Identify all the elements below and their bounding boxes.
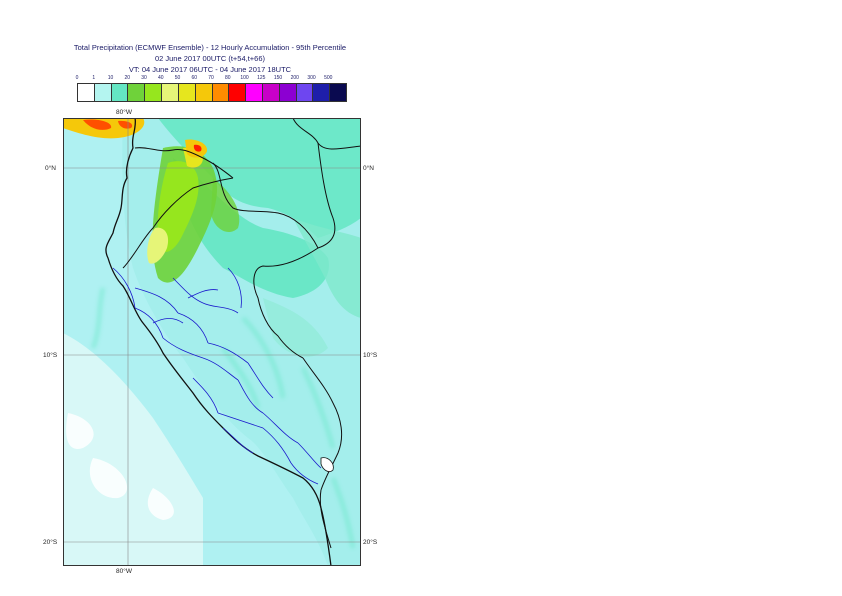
legend-swatch <box>279 84 297 101</box>
precip-teal-south <box>263 298 328 357</box>
legend-swatch <box>246 84 263 101</box>
lat-label-left-10: 10°S <box>43 352 58 359</box>
legend-tick-label: 20 <box>124 75 131 81</box>
valid-time: VT: 04 June 2017 06UTC - 04 June 2017 18… <box>128 65 292 74</box>
country-border-peru-colombia <box>212 162 319 249</box>
legend-tick-label: 80 <box>224 75 231 81</box>
base-time: 02 June 2017 00UTC (t+54,t+66) <box>154 54 266 63</box>
lake-titicaca <box>320 457 334 472</box>
country-border-bolivia-chile <box>319 489 332 549</box>
precip-red-nw <box>83 119 133 130</box>
lat-label-right-10: 10°S <box>363 352 378 359</box>
legend-tick-label: 500 <box>324 75 333 81</box>
country-border-peru-bolivia <box>302 357 343 491</box>
coastline <box>105 118 332 566</box>
precip-yellow <box>147 227 169 264</box>
legend-tick-label: 100 <box>240 75 249 81</box>
precip-lime <box>157 161 199 253</box>
precip-red-ecuador <box>193 144 202 152</box>
precip-streaks <box>91 287 355 549</box>
country-border-ecuador-colombia <box>134 147 234 179</box>
legend-tick-label: 70 <box>208 75 214 81</box>
lon-label-top: 80°W <box>116 109 132 116</box>
legend-swatch <box>111 84 129 101</box>
legend-tick-label: 50 <box>174 75 181 81</box>
legend-tick-label: 60 <box>191 75 198 81</box>
legend-swatch <box>78 84 95 101</box>
legend-tick-label: 300 <box>307 75 316 81</box>
legend-colorbar <box>77 83 347 102</box>
legend-tick-label: 0 <box>75 75 79 81</box>
precip-green-2 <box>211 178 240 233</box>
precipitation-map <box>63 118 361 566</box>
chart-title: Total Precipitation (ECMWF Ensemble) - 1… <box>73 43 347 52</box>
legend-swatch <box>145 84 163 101</box>
country-border-peru-brazil <box>253 247 319 359</box>
legend-tick-label: 10 <box>107 75 114 81</box>
map-frame <box>63 118 361 566</box>
lat-label-right-0: 0°N <box>363 165 374 172</box>
legend-swatch <box>229 84 247 101</box>
country-border-ecuador-peru <box>122 177 234 269</box>
country-border-colombia-brazil <box>317 142 336 249</box>
legend-tick-label: 1 <box>92 75 96 81</box>
legend-swatch <box>313 84 331 101</box>
legend-swatch <box>162 84 179 101</box>
legend-swatch <box>330 84 346 101</box>
legend-swatch <box>94 84 112 101</box>
department-borders <box>112 267 322 485</box>
ocean-white-patches <box>66 413 174 520</box>
legend-tick-label: 150 <box>273 75 283 81</box>
legend-tick-label: 30 <box>141 75 147 81</box>
legend-swatch <box>212 84 230 101</box>
legend-swatch <box>296 84 314 101</box>
legend-swatch <box>262 84 280 101</box>
legend-swatch <box>178 84 196 101</box>
legend-tick-label: 125 <box>257 75 266 81</box>
precip-teal-north <box>158 118 361 238</box>
legend-tick-label: 40 <box>157 75 164 81</box>
lat-label-left-0: 0°N <box>45 165 56 172</box>
lat-label-right-20: 20°S <box>363 539 378 546</box>
precip-teal-east <box>293 218 361 318</box>
lat-label-left-20: 20°S <box>43 539 58 546</box>
legend-swatch <box>195 84 213 101</box>
legend-swatch <box>128 84 146 101</box>
legend-tick-label: 200 <box>290 75 299 81</box>
lon-label-bottom: 80°W <box>116 568 132 575</box>
